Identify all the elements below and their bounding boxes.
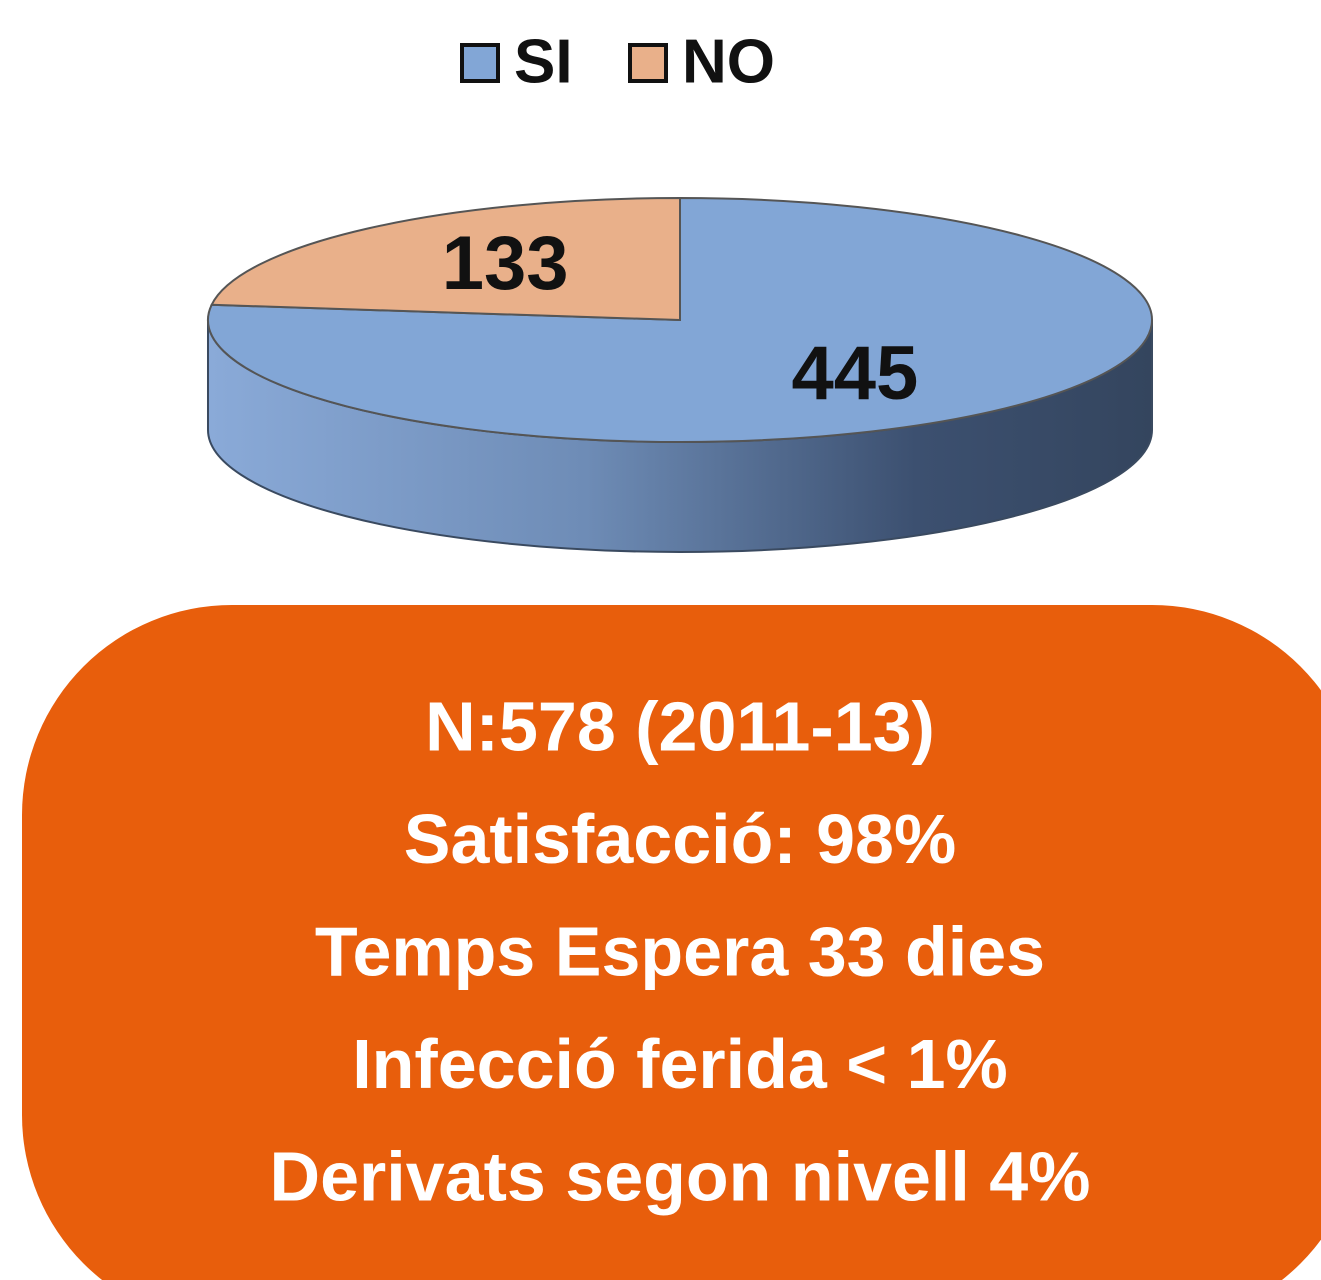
data-label: 133 (442, 221, 569, 306)
summary-line: Satisfacció: 98% (404, 800, 956, 878)
summary-line: Temps Espera 33 dies (315, 912, 1045, 990)
legend-label: NO (682, 27, 775, 96)
legend-swatch (628, 43, 668, 83)
legend-swatch (460, 43, 500, 83)
pie-slice (210, 196, 681, 322)
summary-line: Derivats segon nivell 4% (270, 1137, 1091, 1215)
data-label: 445 (791, 331, 918, 416)
summary-line: Infecció ferida < 1% (352, 1025, 1008, 1103)
legend-label: SI (514, 27, 573, 96)
summary-box (22, 605, 1321, 1280)
summary-line: N:578 (2011-13) (425, 687, 935, 765)
